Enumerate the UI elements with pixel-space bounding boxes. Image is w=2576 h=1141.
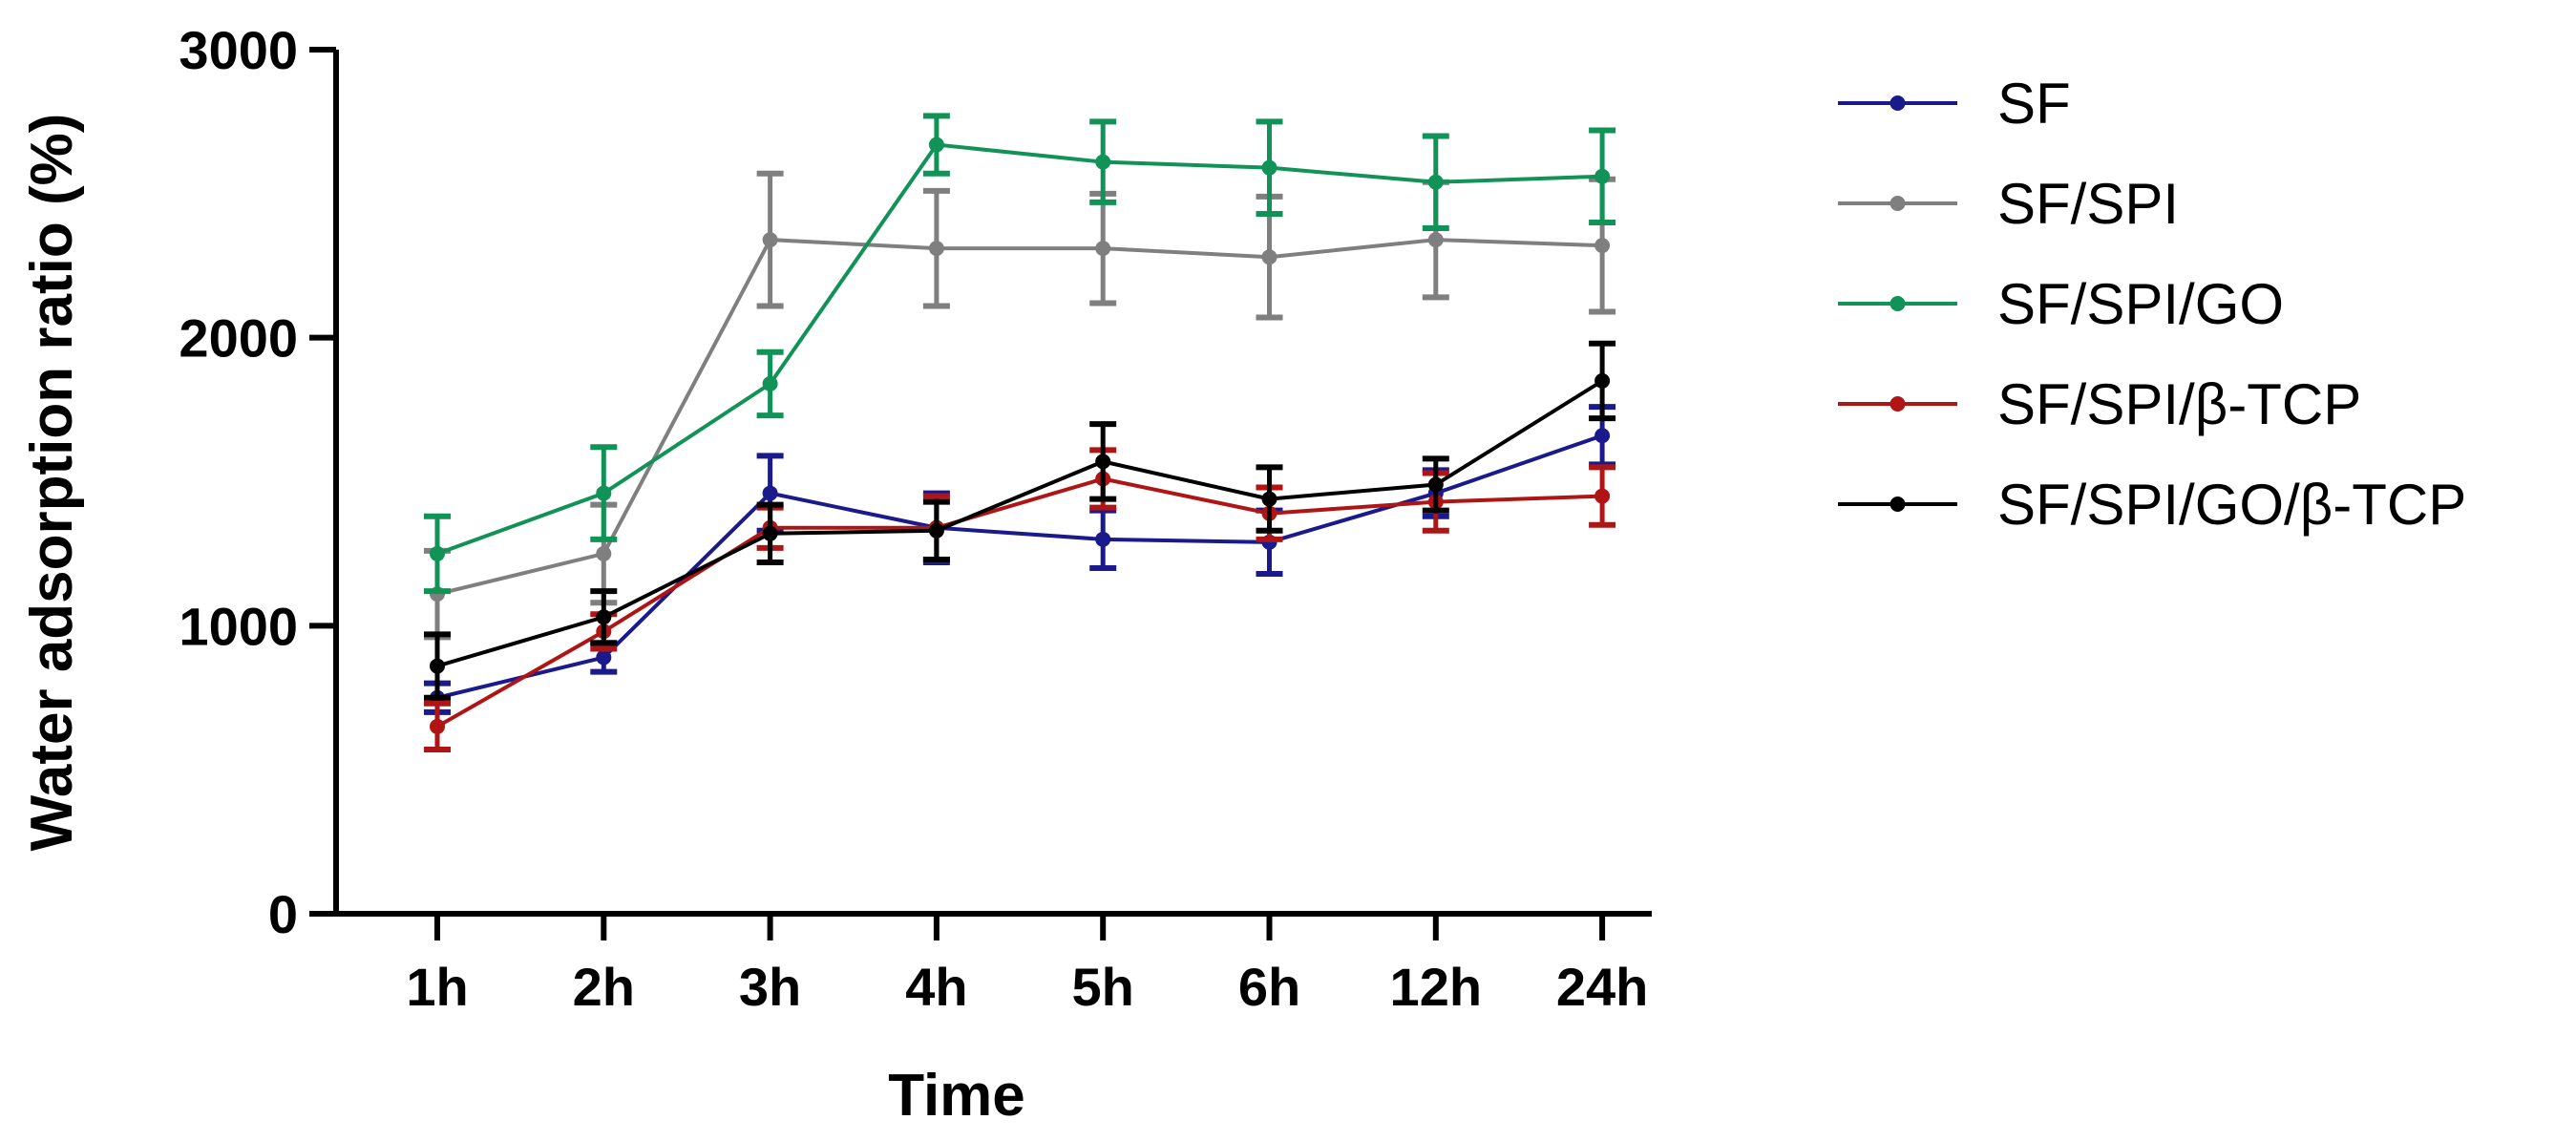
y-tick-label: 1000 [179,596,298,656]
data-point [1594,372,1611,389]
data-point [430,658,445,674]
legend-label: SF [1997,72,2071,136]
data-point [1594,428,1611,444]
legend-item: SF/SPI/GO [1838,272,2284,336]
series-layer [424,113,1616,753]
legend-swatch-marker [1890,95,1906,111]
data-point [596,545,612,561]
x-tick-label: 6h [1238,957,1300,1017]
data-point [928,137,944,153]
data-point [1594,488,1611,504]
axes [333,50,1652,917]
data-point [762,375,778,391]
legend-label: SF/SPI/GO/β-TCP [1997,473,2466,537]
data-point [1261,491,1277,507]
x-tick-label: 4h [905,957,967,1017]
data-point [1427,232,1444,248]
series-line [436,238,1603,597]
legend-swatch-marker [1890,396,1906,412]
x-tick-label: 12h [1390,957,1483,1017]
data-point [1594,168,1611,184]
y-axis-title: Water adsorption ratio (%) [19,114,85,852]
data-point [1095,154,1111,170]
data-point [430,545,445,561]
series-SF/SPI/GO/β-TCP [424,340,1616,701]
legend-item: SF/SPI/β-TCP [1838,372,2361,436]
series-SF/SPI [424,170,1616,641]
data-point [1095,531,1111,547]
data-point [596,609,612,625]
x-tick-label: 5h [1072,957,1134,1017]
x-tick-label: 2h [573,957,635,1017]
y-tick-label: 3000 [179,20,298,80]
series-line [436,142,1603,556]
data-point [762,525,778,541]
data-point [928,522,944,539]
legend-item: SF/SPI/GO/β-TCP [1838,473,2466,537]
data-point [1261,159,1277,176]
data-point [596,649,612,666]
legend-swatch-marker [1890,497,1906,512]
y-tick-label: 2000 [179,308,298,369]
x-tick-label: 1h [406,957,468,1017]
legend-item: SF/SPI [1838,172,2179,236]
x-tick-label: 3h [739,957,801,1017]
data-point [1095,454,1111,470]
legend-swatch-marker [1890,196,1906,211]
data-point [762,232,778,248]
y-ticks: 0 1000 2000 3000 [179,20,336,944]
legend: SF SF/SPI SF/SPI/GO SF/SPI/β-TCP SF/SPI/GO/β… [1838,72,2466,537]
x-tick-label: 24h [1556,957,1649,1017]
y-tick-label: 0 [268,884,298,944]
data-point [1594,238,1611,254]
x-ticks: 1h 2h 3h 4h 5h 6h 12h 24h [406,914,1648,1017]
series-line [436,433,1603,700]
data-point [1095,241,1111,257]
data-point [1261,249,1277,265]
series-line [436,476,1603,729]
series-SF/SPI/GO [424,113,1616,595]
x-axis-title: Time [888,1063,1025,1129]
legend-label: SF/SPI/β-TCP [1997,372,2361,436]
data-point [430,718,445,734]
legend-item: SF [1838,72,2071,136]
legend-label: SF/SPI [1997,172,2179,236]
data-point [1427,476,1444,493]
data-point [1427,174,1444,190]
data-point [928,241,944,257]
series-line [436,379,1604,668]
legend-swatch-marker [1890,296,1906,311]
legend-label: SF/SPI/GO [1997,272,2284,336]
data-point [762,485,778,501]
data-point [596,485,612,501]
